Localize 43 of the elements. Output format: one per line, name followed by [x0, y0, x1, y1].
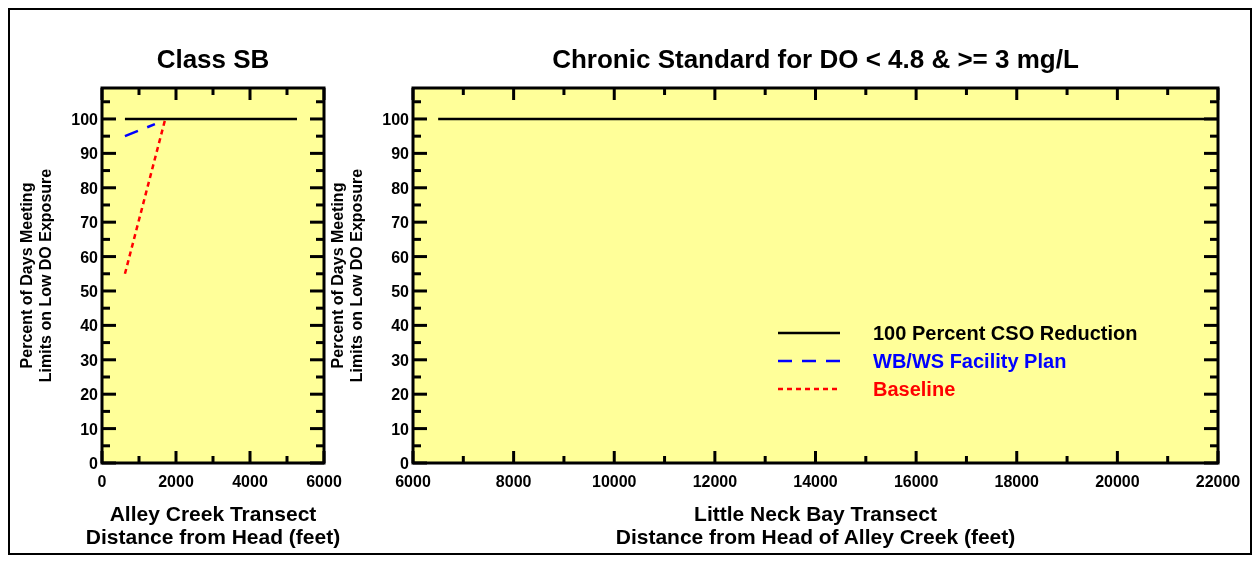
y-tick-label: 30	[391, 351, 410, 369]
x-tick-label: 4000	[232, 473, 268, 490]
x-tick-label: 6000	[306, 473, 342, 490]
y-tick-label: 10	[391, 420, 410, 438]
x-axis-title: Little Neck Bay Transect Distance from Head of Alley Creek (feet)	[615, 502, 1016, 548]
x-tick-label: 10000	[592, 473, 637, 490]
y-tick-label: 40	[391, 317, 410, 335]
y-tick-label: 60	[391, 248, 410, 266]
y-tick-label: 20	[391, 386, 410, 404]
y-tick-label: 40	[80, 317, 99, 335]
y-tick-label: 60	[80, 248, 99, 266]
y-tick-label: 80	[80, 179, 99, 197]
y-tick-label: 80	[391, 179, 410, 197]
chart-title: Class SB	[156, 44, 270, 74]
x-tick-label: 18000	[994, 473, 1040, 490]
y-tick-label: 100	[71, 110, 99, 128]
y-axis-title: Percent of Days Meeting Limits on Low DO Exposure	[18, 168, 54, 383]
y-tick-label: 0	[400, 455, 410, 472]
y-tick-label: 10	[80, 420, 99, 438]
y-tick-label: 50	[391, 282, 410, 300]
y-tick-label: 90	[80, 145, 99, 163]
y-tick-label: 70	[391, 214, 410, 232]
x-tick-label: 22000	[1195, 473, 1241, 490]
y-tick-label: 0	[89, 455, 99, 472]
y-axis-title: Percent of Days Meeting Limits on Low DO Exposure	[329, 168, 365, 383]
legend-label: WB/WS Facility Plan	[873, 350, 1067, 372]
y-tick-label: 90	[391, 145, 410, 163]
y-tick-label: 50	[80, 282, 99, 300]
legend-label: 100 Percent CSO Reduction	[873, 322, 1138, 344]
x-tick-label: 16000	[893, 473, 939, 490]
y-tick-label: 20	[80, 386, 99, 404]
x-tick-label: 14000	[793, 473, 838, 490]
x-tick-label: 6000	[395, 473, 431, 490]
y-tick-label: 70	[80, 214, 99, 232]
y-tick-label: 100	[382, 110, 410, 128]
x-tick-label: 8000	[495, 473, 532, 490]
y-tick-label: 30	[80, 351, 99, 369]
x-tick-label: 2000	[158, 473, 194, 490]
legend-label: Baseline	[873, 378, 956, 400]
x-tick-label: 12000	[692, 473, 738, 490]
x-axis-title: Alley Creek Transect Distance from Head (feet)	[85, 502, 341, 548]
chart-title: Chronic Standard for DO < 4.8 & >= 3 mg/L	[552, 44, 1079, 74]
x-tick-label: 20000	[1095, 473, 1140, 490]
